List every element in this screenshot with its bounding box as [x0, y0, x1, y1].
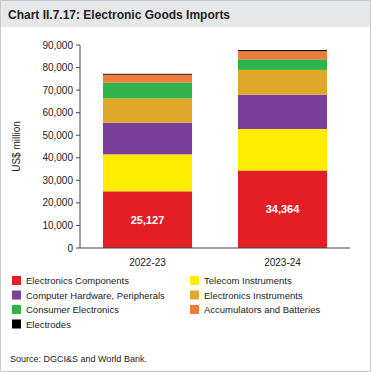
- title: Chart II.7.17: Electronic Goods Imports: [8, 8, 230, 22]
- y-tick: [76, 157, 80, 158]
- y-tick-label: 60,000: [42, 107, 73, 118]
- x-axis: [80, 248, 350, 249]
- bar-segment: [103, 75, 192, 83]
- legend-label: Electrodes: [26, 319, 71, 330]
- y-tick: [76, 112, 80, 113]
- data-label: 25,127: [131, 214, 165, 226]
- y-tick: [76, 135, 80, 136]
- legend-swatch: [190, 305, 199, 314]
- legend-label: Accumulators and Batteries: [204, 304, 320, 315]
- source: Source: DGCI&S and World Bank.: [10, 354, 147, 364]
- y-tick: [76, 225, 80, 226]
- y-axis-label: US$ million: [11, 121, 22, 172]
- y-tick: [76, 45, 80, 46]
- y-tick: [76, 67, 80, 68]
- bar-segment: [238, 51, 327, 59]
- data-label: 34,364: [266, 203, 301, 215]
- bar-segment: [238, 95, 327, 129]
- y-tick-label: 40,000: [42, 152, 73, 163]
- legend-label: Electronics Instruments: [204, 290, 303, 301]
- legend-label: Computer Hardware, Peripherals: [26, 290, 165, 301]
- y-tick-label: 80,000: [42, 62, 73, 73]
- y-tick-label: 50,000: [42, 130, 73, 141]
- y-tick: [76, 202, 80, 203]
- y-tick-label: 10,000: [42, 220, 73, 231]
- legend-swatch: [12, 276, 21, 285]
- x-tick-label: 2022-23: [129, 257, 166, 268]
- legend-label: Telecom Instruments: [204, 275, 292, 286]
- title-band: [1, 1, 370, 27]
- bar-segment: [103, 73, 192, 75]
- y-tick-label: 20,000: [42, 197, 73, 208]
- y-tick: [76, 180, 80, 181]
- y-tick: [76, 90, 80, 91]
- chart: Chart II.7.17: Electronic Goods Imports U…: [0, 0, 371, 372]
- frame: [1, 1, 371, 372]
- bar-segment: [238, 59, 327, 70]
- bar-segment: [103, 98, 192, 122]
- bars: [103, 50, 327, 248]
- y-tick-label: 0: [67, 243, 73, 254]
- bar-segment: [103, 191, 192, 248]
- y-axis: [80, 45, 81, 248]
- bar-segment: [103, 154, 192, 191]
- y-tick: [76, 248, 80, 249]
- bar-segment: [238, 50, 327, 51]
- legend-swatch: [12, 305, 21, 314]
- legend-label: Consumer Electronics: [26, 304, 119, 315]
- y-tick-label: 90,000: [42, 40, 73, 51]
- bar-segment: [238, 129, 327, 171]
- bar-segment: [103, 83, 192, 99]
- x-tick-label: 2023-24: [264, 257, 301, 268]
- bar-segment: [238, 70, 327, 95]
- bar-segment: [103, 123, 192, 155]
- legend-swatch: [12, 320, 21, 329]
- bar-segment: [238, 170, 327, 248]
- legend-swatch: [12, 291, 21, 300]
- legend-label: Electronics Components: [26, 275, 129, 286]
- y-tick-label: 70,000: [42, 85, 73, 96]
- legend-swatch: [190, 276, 199, 285]
- y-tick-label: 30,000: [42, 175, 73, 186]
- legend-swatch: [190, 291, 199, 300]
